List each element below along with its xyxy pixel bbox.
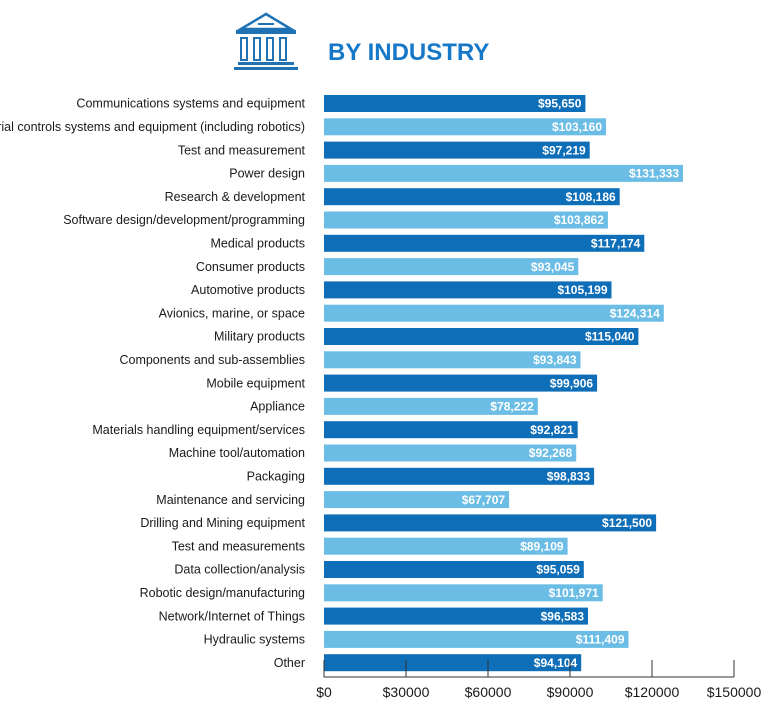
x-tick-label: $0 bbox=[316, 684, 332, 700]
bar bbox=[324, 514, 657, 532]
bar bbox=[324, 421, 578, 439]
category-label: Research & development bbox=[165, 190, 306, 204]
bar-value-label: $94,104 bbox=[534, 656, 578, 670]
bar-value-label: $131,333 bbox=[629, 167, 679, 181]
bar-value-label: $92,268 bbox=[529, 446, 573, 460]
icon-architrave bbox=[236, 30, 296, 34]
bar-value-label: $97,219 bbox=[542, 143, 586, 157]
category-label: Maintenance and servicing bbox=[156, 493, 305, 507]
category-label: Materials handling equipment/services bbox=[92, 423, 305, 437]
bar bbox=[324, 164, 683, 182]
x-tick-label: $60000 bbox=[465, 684, 512, 700]
bar-value-label: $117,174 bbox=[591, 237, 641, 251]
icon-roof bbox=[236, 12, 296, 31]
category-label: Power design bbox=[229, 167, 305, 181]
chart-title: BY INDUSTRY bbox=[328, 39, 489, 66]
bar-value-label: $95,059 bbox=[536, 563, 580, 577]
bar-value-label: $98,833 bbox=[547, 470, 591, 484]
bar bbox=[324, 654, 582, 672]
x-tick-label: $90000 bbox=[547, 684, 594, 700]
bar bbox=[324, 328, 639, 345]
bar bbox=[324, 188, 620, 206]
icon-step bbox=[238, 62, 294, 65]
bar-value-label: $115,040 bbox=[585, 330, 635, 344]
category-labels: Communications systems and equipment Indu… bbox=[0, 97, 306, 670]
icon-column bbox=[266, 37, 274, 61]
category-label: Avionics, marine, or space bbox=[159, 306, 305, 320]
category-label: Software design/development/programming bbox=[63, 213, 305, 227]
bar bbox=[324, 561, 584, 578]
bar-value-label: $92,821 bbox=[530, 423, 574, 437]
bar-value-label: $95,650 bbox=[538, 97, 582, 111]
category-label: Hydraulic systems bbox=[204, 633, 305, 647]
category-label: Appliance bbox=[250, 400, 305, 414]
x-axis: $0 $30000 $60000 $90000 $120000 $150000 bbox=[316, 660, 761, 700]
bar bbox=[324, 607, 588, 625]
category-label: Robotic design/manufacturing bbox=[140, 586, 305, 600]
x-tick-label: $30000 bbox=[383, 684, 430, 700]
bar bbox=[324, 374, 598, 392]
category-label: Test and measurements bbox=[172, 539, 305, 553]
bar bbox=[324, 630, 629, 648]
category-label: Automotive products bbox=[191, 283, 305, 297]
bar-value-label: $111,409 bbox=[576, 633, 625, 647]
bar bbox=[324, 281, 612, 299]
category-label: Mobile equipment bbox=[206, 376, 305, 390]
bar bbox=[324, 351, 581, 369]
category-label: Packaging bbox=[247, 470, 305, 484]
bar bbox=[324, 467, 595, 485]
bar-value-label: $78,222 bbox=[490, 400, 534, 414]
bar bbox=[324, 234, 645, 252]
category-label: Consumer products bbox=[196, 260, 305, 274]
bar-value-label: $124,314 bbox=[610, 306, 660, 320]
category-label: Communications systems and equipment bbox=[76, 97, 305, 111]
category-label: Medical products bbox=[211, 237, 306, 251]
bar-value-label: $96,583 bbox=[541, 609, 585, 623]
bar bbox=[324, 584, 603, 602]
category-label: Test and measurement bbox=[178, 143, 306, 157]
icon-column bbox=[253, 37, 261, 61]
category-label: Components and sub-assemblies bbox=[119, 353, 305, 367]
bar-value-label: $103,160 bbox=[552, 120, 602, 134]
bar-value-label: $93,045 bbox=[531, 260, 575, 274]
bar bbox=[324, 444, 577, 462]
icon-column bbox=[240, 37, 248, 61]
bar bbox=[324, 537, 568, 555]
category-label: Industrial controls systems and equipmen… bbox=[0, 120, 305, 134]
bar bbox=[324, 304, 664, 322]
x-tick-label: $150000 bbox=[707, 684, 762, 700]
x-tick-label: $120000 bbox=[625, 684, 680, 700]
bar-value-label: $105,199 bbox=[557, 283, 607, 297]
bar-value-label: $99,906 bbox=[550, 376, 594, 390]
category-label: Drilling and Mining equipment bbox=[140, 516, 305, 530]
bar-value-label: $103,862 bbox=[554, 213, 604, 227]
category-label: Data collection/analysis bbox=[174, 563, 305, 577]
category-label: Machine tool/automation bbox=[169, 446, 305, 460]
icon-base bbox=[234, 67, 298, 70]
bars-layer: $95,650 $103,160 $97,219 $131,333 $108,186 $1… bbox=[324, 95, 683, 672]
bar-value-label: $108,186 bbox=[566, 190, 616, 204]
bar bbox=[324, 95, 586, 112]
icon-column bbox=[279, 37, 287, 61]
category-label: Network/Internet of Things bbox=[159, 609, 305, 623]
category-label: Military products bbox=[214, 330, 305, 344]
bar bbox=[324, 141, 590, 159]
bar-value-label: $67,707 bbox=[462, 493, 506, 507]
bar-value-label: $89,109 bbox=[520, 539, 564, 553]
category-label: Other bbox=[274, 656, 305, 670]
bar bbox=[324, 118, 606, 136]
bank-building-icon bbox=[234, 12, 298, 70]
bar bbox=[324, 211, 608, 229]
bar bbox=[324, 397, 538, 415]
bar-value-label: $101,971 bbox=[549, 586, 599, 600]
bar bbox=[324, 258, 579, 276]
bar-value-label: $93,843 bbox=[533, 353, 577, 367]
bar bbox=[324, 491, 510, 509]
bar-value-label: $121,500 bbox=[602, 516, 652, 530]
